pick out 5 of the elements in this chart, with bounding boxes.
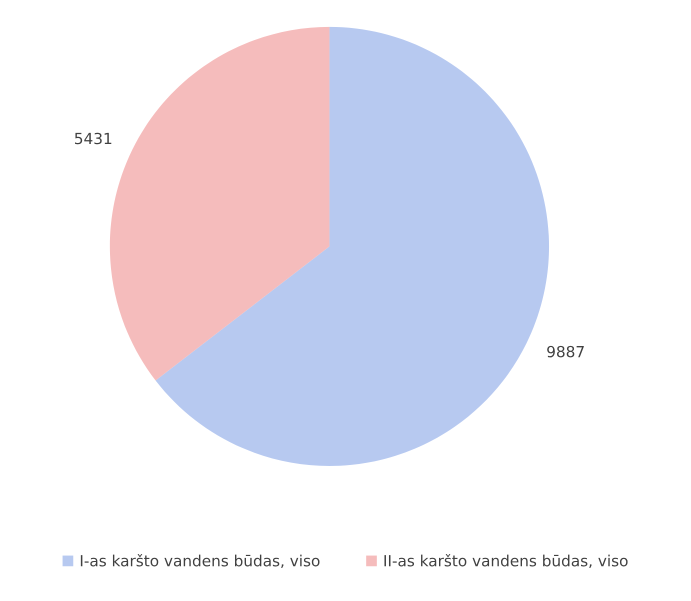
data-label: 9887 xyxy=(547,346,584,358)
legend-label: I-as karšto vandens būdas, viso xyxy=(80,554,320,568)
pie-slice xyxy=(110,26,330,381)
legend-label: II-as karšto vandens būdas, viso xyxy=(384,554,628,568)
data-label: 5431 xyxy=(74,132,112,144)
